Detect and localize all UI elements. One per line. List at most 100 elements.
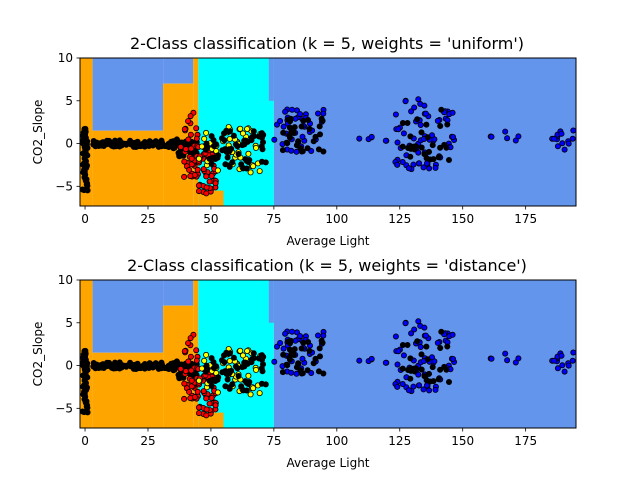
data-point (434, 117, 441, 124)
data-point (176, 375, 183, 382)
data-point (402, 98, 409, 105)
y-tick-label: 5 (65, 94, 73, 108)
data-point (134, 362, 141, 369)
x-axis-label: Average Light (286, 234, 369, 248)
data-point (399, 365, 406, 372)
data-point (422, 332, 429, 339)
data-point (208, 382, 215, 389)
data-point (193, 135, 200, 142)
data-point (212, 402, 219, 409)
data-point (185, 340, 192, 347)
data-point (224, 376, 231, 383)
data-point (291, 346, 298, 353)
data-point (418, 129, 425, 136)
data-point (424, 134, 431, 141)
data-point (305, 117, 312, 124)
data-point (240, 387, 247, 394)
x-axis-label: Average Light (286, 456, 369, 470)
data-point (201, 357, 208, 364)
data-point (445, 156, 452, 163)
data-point (279, 369, 286, 376)
data-point (145, 142, 152, 149)
y-tick-label: 0 (65, 137, 73, 151)
data-point (415, 318, 422, 325)
data-point (116, 137, 123, 144)
data-point (83, 363, 90, 370)
data-point (181, 380, 188, 387)
data-point (245, 150, 252, 157)
data-point (422, 110, 429, 117)
data-point (252, 366, 259, 373)
data-point (95, 142, 102, 149)
data-point (399, 158, 406, 165)
data-point (288, 369, 295, 376)
decision-region (268, 280, 274, 323)
data-point (443, 144, 450, 151)
data-point (244, 347, 251, 354)
data-point (402, 320, 409, 327)
data-point (282, 108, 289, 115)
data-point (515, 355, 522, 362)
x-tick-label: 25 (140, 434, 155, 448)
data-point (306, 126, 313, 133)
data-point (286, 356, 293, 363)
data-point (305, 338, 312, 345)
data-point (116, 359, 123, 366)
data-point (232, 363, 239, 370)
data-point (210, 154, 217, 161)
data-point (280, 351, 287, 358)
data-point (250, 163, 257, 170)
data-point (392, 333, 399, 340)
data-point (176, 153, 183, 160)
data-point (414, 338, 421, 345)
data-point (237, 125, 244, 132)
data-point (443, 366, 450, 373)
data-point (286, 134, 293, 141)
data-point (159, 361, 166, 368)
data-point (280, 345, 287, 352)
data-point (444, 121, 451, 128)
data-point (382, 359, 389, 366)
data-point (559, 362, 566, 369)
data-point (558, 352, 565, 359)
data-point (449, 109, 456, 116)
data-point (225, 128, 232, 135)
data-point (193, 347, 200, 354)
data-point (83, 141, 90, 148)
data-point (421, 151, 428, 158)
data-point (288, 147, 295, 154)
data-point (127, 141, 134, 148)
data-point (450, 133, 457, 140)
data-point (297, 111, 304, 118)
data-point (316, 353, 323, 360)
data-point (445, 378, 452, 385)
data-point (244, 157, 251, 164)
x-tick-label: 125 (388, 434, 411, 448)
data-point (203, 395, 210, 402)
data-point (235, 372, 242, 379)
data-point (320, 110, 327, 117)
data-point (165, 143, 172, 150)
data-point (488, 355, 495, 362)
data-point (80, 351, 87, 358)
data-point (171, 366, 178, 373)
data-point (561, 368, 568, 375)
data-point (283, 139, 290, 146)
data-point (565, 140, 572, 147)
data-point (214, 167, 221, 174)
data-point (415, 96, 422, 103)
data-point (314, 110, 321, 117)
data-point (252, 144, 259, 151)
data-point (188, 367, 195, 374)
decision-region (273, 280, 576, 428)
plot-uniform: 2-Class classification (k = 5, weights =… (31, 34, 577, 248)
data-point (400, 352, 407, 359)
data-point (187, 131, 194, 138)
data-point (80, 129, 87, 136)
data-point (399, 143, 406, 150)
data-point (400, 130, 407, 137)
data-point (187, 353, 194, 360)
data-point (420, 164, 427, 171)
data-point (408, 108, 415, 115)
